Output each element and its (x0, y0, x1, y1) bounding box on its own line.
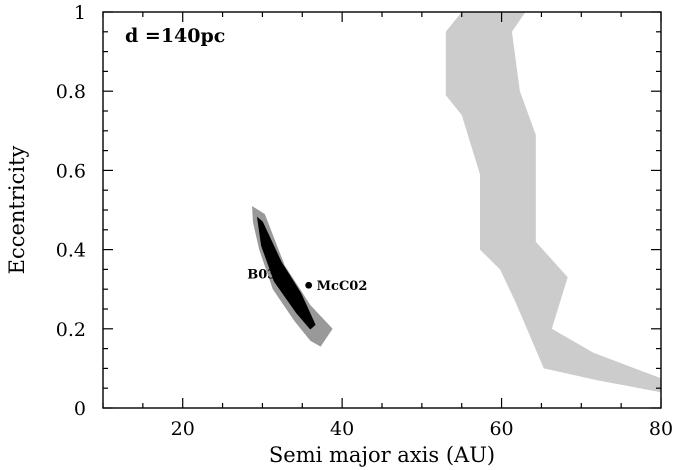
y-tick-label: 1 (74, 2, 86, 24)
point-layer: B03 McC02 (247, 267, 367, 294)
x-tick-label: 60 (489, 418, 513, 440)
region-layer (252, 12, 661, 393)
dark-region-1 (252, 206, 333, 347)
point-b03 (278, 269, 286, 277)
y-tick-label: 0.6 (56, 160, 86, 182)
tick-layer: 20 40 60 80 0 0.2 0.4 0.6 0.8 1 (56, 2, 673, 440)
x-tick-label: 40 (330, 418, 354, 440)
outline-region-2 (256, 216, 316, 330)
y-tick-label: 0.4 (56, 240, 86, 262)
point-label-mcc02: McC02 (317, 279, 368, 294)
x-axis-title: Semi major axis (AU) (269, 443, 495, 467)
y-tick-label: 0.2 (56, 319, 86, 341)
y-axis-title: Eccentricity (5, 145, 29, 274)
x-tick-label: 80 (649, 418, 673, 440)
point-label-b03: B03 (247, 267, 276, 282)
y-tick-label: 0.8 (56, 81, 86, 103)
light-region-0 (445, 12, 661, 393)
y-tick-label: 0 (74, 398, 86, 420)
point-mcc02 (305, 281, 313, 289)
x-tick-label: 20 (171, 418, 195, 440)
distance-annotation: d =140pc (125, 25, 225, 47)
